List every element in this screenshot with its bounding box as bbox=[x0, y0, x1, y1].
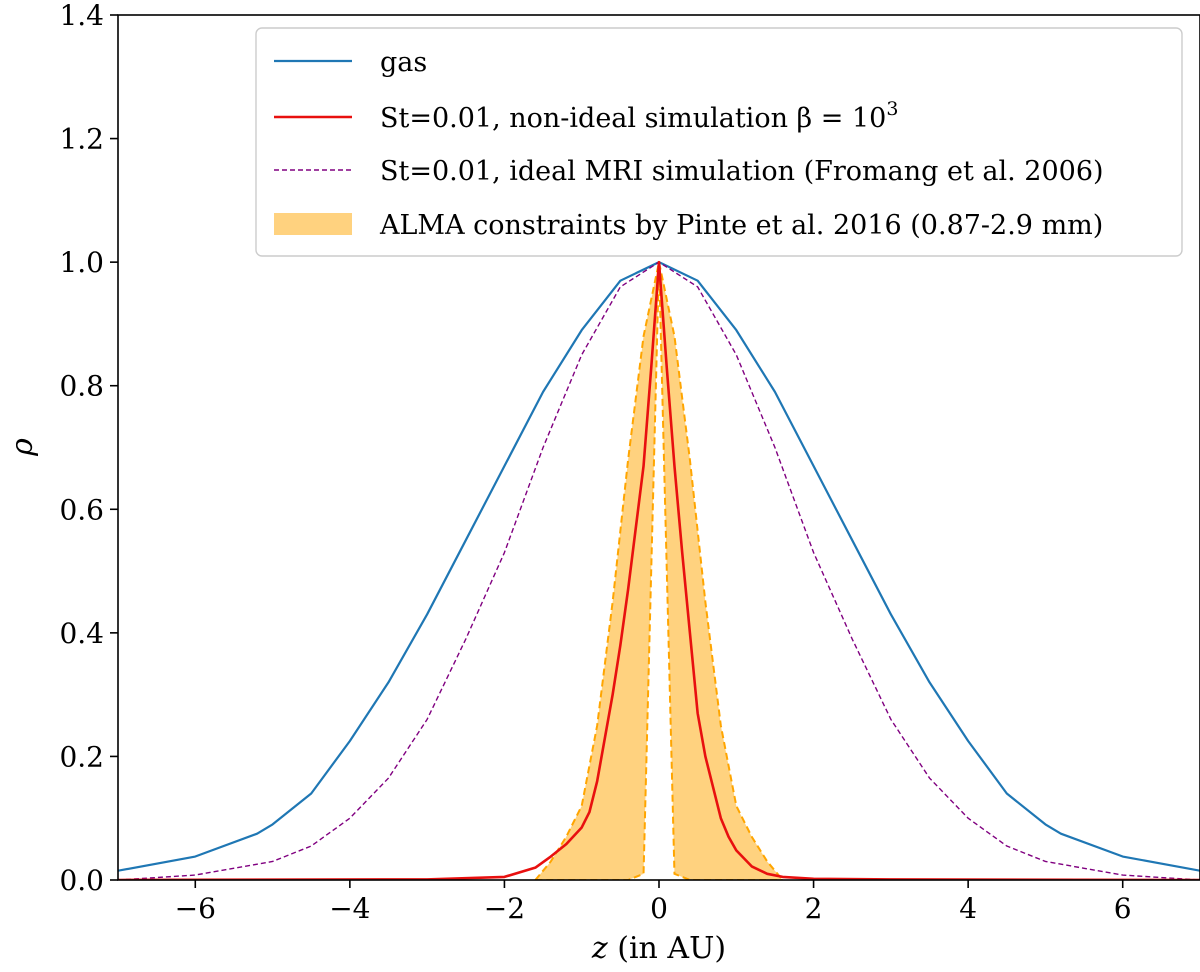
y-tick-label: 1.0 bbox=[59, 246, 104, 279]
y-tick-label: 0.2 bbox=[59, 740, 104, 773]
series-line-ideal-mri bbox=[118, 261, 1200, 880]
legend-box bbox=[255, 27, 1183, 257]
x-tick-label: 6 bbox=[1114, 892, 1132, 925]
series-line-non-ideal bbox=[118, 260, 1200, 880]
y-tick-label: 0.8 bbox=[59, 370, 104, 403]
legend-label-non-ideal-exponent: 3 bbox=[886, 98, 898, 120]
y-tick-label: 0.0 bbox=[59, 864, 104, 897]
legend-swatch-alma bbox=[274, 213, 352, 235]
y-axis-label: ρ bbox=[5, 438, 40, 457]
x-tick-label: 2 bbox=[805, 892, 823, 925]
x-axis: −6 −4 −2 0 2 4 6 bbox=[175, 880, 1132, 925]
legend-label-gas: gas bbox=[380, 47, 427, 78]
alma-band-area bbox=[535, 262, 783, 880]
alma-band-upper-edge bbox=[534, 261, 784, 880]
x-tick-label: 0 bbox=[650, 892, 668, 925]
y-tick-label: 0.4 bbox=[59, 617, 104, 650]
y-axis: 0.0 0.2 0.4 0.6 0.8 1.0 1.2 1.4 bbox=[59, 0, 118, 897]
y-tick-label: 1.4 bbox=[59, 0, 104, 32]
series-line-gas bbox=[118, 261, 1200, 872]
x-tick-label: −4 bbox=[329, 892, 370, 925]
x-axis-label: z (in AU) bbox=[591, 931, 726, 966]
legend-label-non-ideal: St=0.01, non-ideal simulation β = 103 bbox=[380, 98, 898, 134]
x-tick-label: −2 bbox=[484, 892, 525, 925]
legend: gas St=0.01, non-ideal simulation β = 10… bbox=[255, 27, 1183, 257]
y-tick-label: 0.6 bbox=[59, 493, 104, 526]
legend-label-alma: ALMA constraints by Pinte et al. 2016 (0… bbox=[379, 210, 1103, 241]
alma-band-lower-edge bbox=[535, 262, 783, 880]
x-tick-label: 4 bbox=[959, 892, 977, 925]
x-tick-label: −6 bbox=[175, 892, 216, 925]
legend-label-ideal-mri: St=0.01, ideal MRI simulation (Fromang e… bbox=[380, 156, 1104, 187]
y-tick-label: 1.2 bbox=[59, 123, 104, 156]
